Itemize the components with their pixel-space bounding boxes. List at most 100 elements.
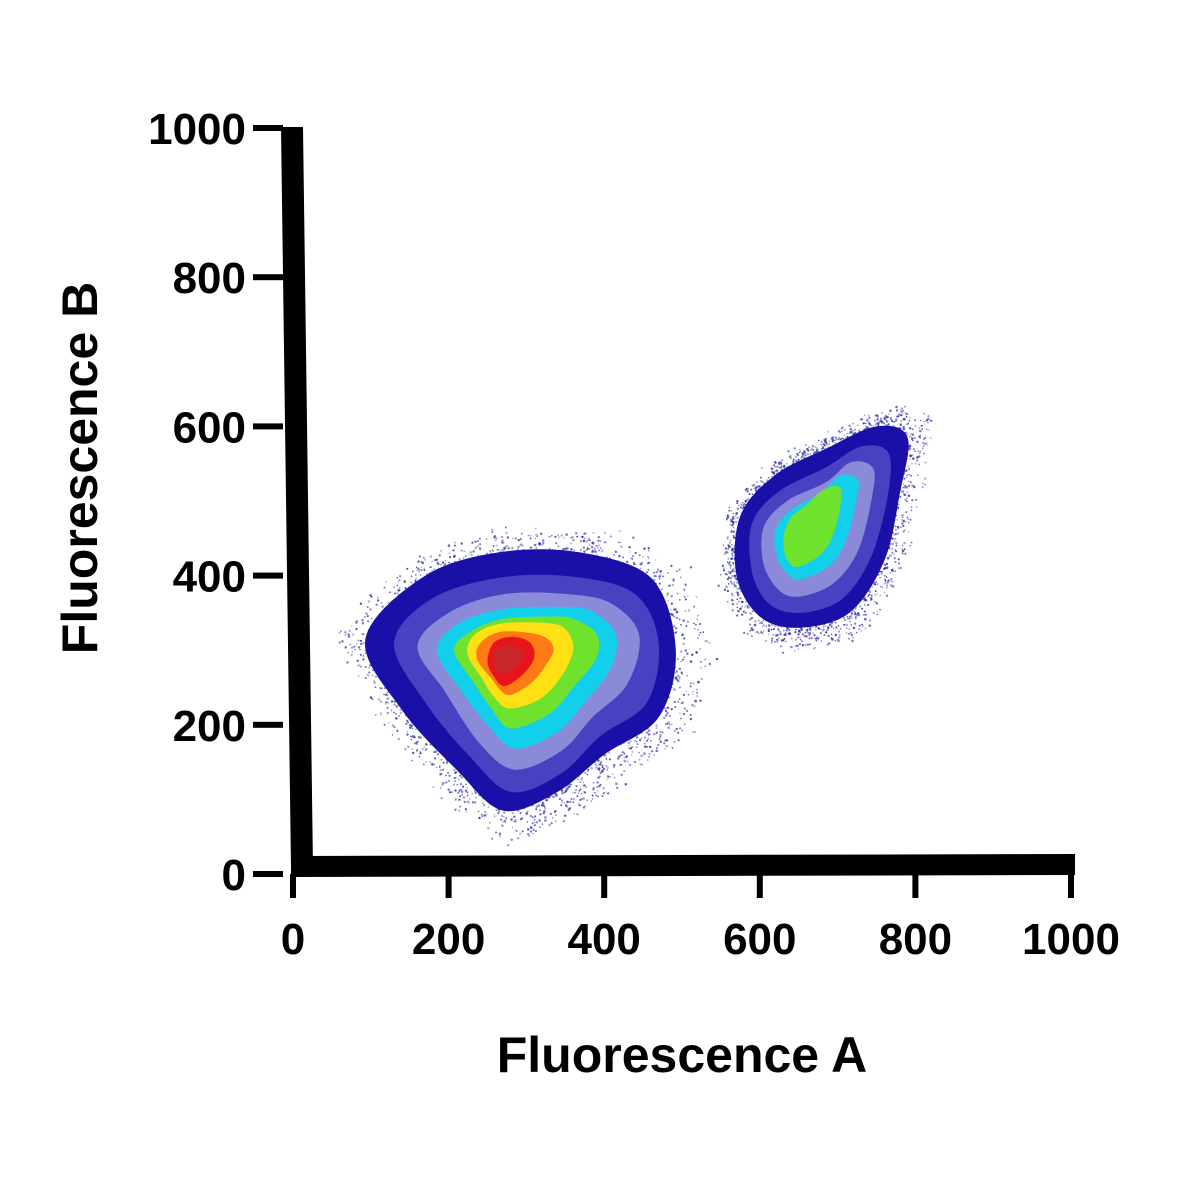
data-point	[725, 517, 729, 520]
data-point	[519, 832, 522, 835]
data-point	[445, 774, 447, 777]
data-point	[780, 466, 783, 468]
data-point	[423, 569, 426, 572]
x-tick	[756, 874, 763, 898]
data-point	[822, 625, 825, 628]
data-point	[489, 549, 492, 552]
data-point	[366, 605, 369, 608]
data-point	[905, 469, 908, 472]
data-point	[339, 630, 342, 633]
data-point	[558, 536, 560, 538]
data-point	[560, 804, 563, 807]
data-point	[796, 636, 800, 639]
data-point	[598, 544, 600, 546]
x-tick-label: 1000	[1022, 915, 1120, 964]
data-point	[410, 738, 413, 741]
data-point	[914, 498, 918, 501]
data-point	[733, 531, 735, 533]
data-point	[418, 570, 421, 573]
data-point	[598, 767, 601, 770]
data-point	[728, 509, 731, 512]
data-point	[583, 791, 587, 794]
data-point	[562, 820, 566, 823]
data-point	[874, 583, 877, 586]
data-point	[670, 613, 673, 616]
data-point	[630, 754, 633, 757]
data-point	[650, 750, 654, 753]
data-point	[846, 627, 848, 629]
data-point	[444, 782, 446, 784]
y-tick	[253, 274, 283, 281]
data-point	[384, 693, 388, 696]
data-point	[643, 742, 646, 745]
data-point	[599, 775, 601, 777]
data-point	[444, 562, 447, 565]
data-point	[806, 448, 809, 451]
data-point	[598, 763, 601, 766]
data-point	[814, 637, 817, 640]
data-point	[495, 809, 498, 812]
data-point	[586, 548, 588, 551]
data-point	[751, 617, 754, 619]
data-point	[608, 758, 612, 761]
data-point	[527, 832, 530, 836]
data-point	[731, 602, 735, 606]
data-point	[678, 686, 682, 689]
data-point	[902, 425, 905, 429]
data-point	[907, 464, 909, 467]
data-point	[864, 627, 867, 630]
data-point	[354, 648, 356, 651]
data-point	[910, 447, 912, 450]
data-point	[889, 409, 892, 413]
data-point	[519, 537, 522, 541]
data-point	[686, 620, 689, 623]
data-point	[612, 553, 616, 557]
data-point	[439, 773, 442, 776]
data-point	[386, 698, 389, 701]
data-point	[921, 447, 924, 450]
data-point	[671, 747, 674, 749]
data-point	[658, 738, 661, 740]
data-point	[692, 622, 695, 625]
data-point	[498, 832, 501, 835]
data-point	[726, 600, 729, 603]
data-point	[645, 739, 649, 742]
data-point	[584, 532, 587, 535]
data-point	[906, 413, 909, 415]
data-point	[907, 531, 910, 533]
data-point	[558, 797, 562, 801]
data-point	[355, 621, 358, 624]
data-point	[528, 834, 531, 837]
data-point	[515, 829, 518, 832]
data-point	[849, 430, 852, 433]
data-point	[387, 601, 390, 604]
data-point	[867, 414, 870, 417]
data-point	[894, 560, 897, 564]
data-point	[634, 552, 637, 554]
data-point	[908, 454, 911, 456]
data-point	[369, 608, 372, 611]
data-point	[381, 605, 384, 608]
data-point	[817, 638, 820, 641]
data-point	[886, 416, 889, 419]
data-point	[355, 620, 359, 623]
data-point	[767, 633, 770, 636]
data-point	[687, 693, 690, 696]
data-point	[922, 482, 924, 485]
data-point	[385, 701, 388, 704]
data-point	[851, 639, 854, 643]
data-point	[500, 548, 503, 551]
data-point	[341, 640, 344, 643]
data-point	[917, 450, 920, 452]
data-point	[388, 591, 391, 594]
data-point	[750, 488, 753, 491]
data-point	[889, 572, 892, 574]
data-point	[918, 435, 921, 438]
data-point	[454, 789, 457, 792]
data-point	[757, 485, 760, 488]
data-point	[855, 618, 857, 620]
data-point	[677, 731, 680, 735]
data-point	[909, 544, 912, 547]
data-point	[423, 746, 426, 749]
data-point	[736, 603, 738, 605]
